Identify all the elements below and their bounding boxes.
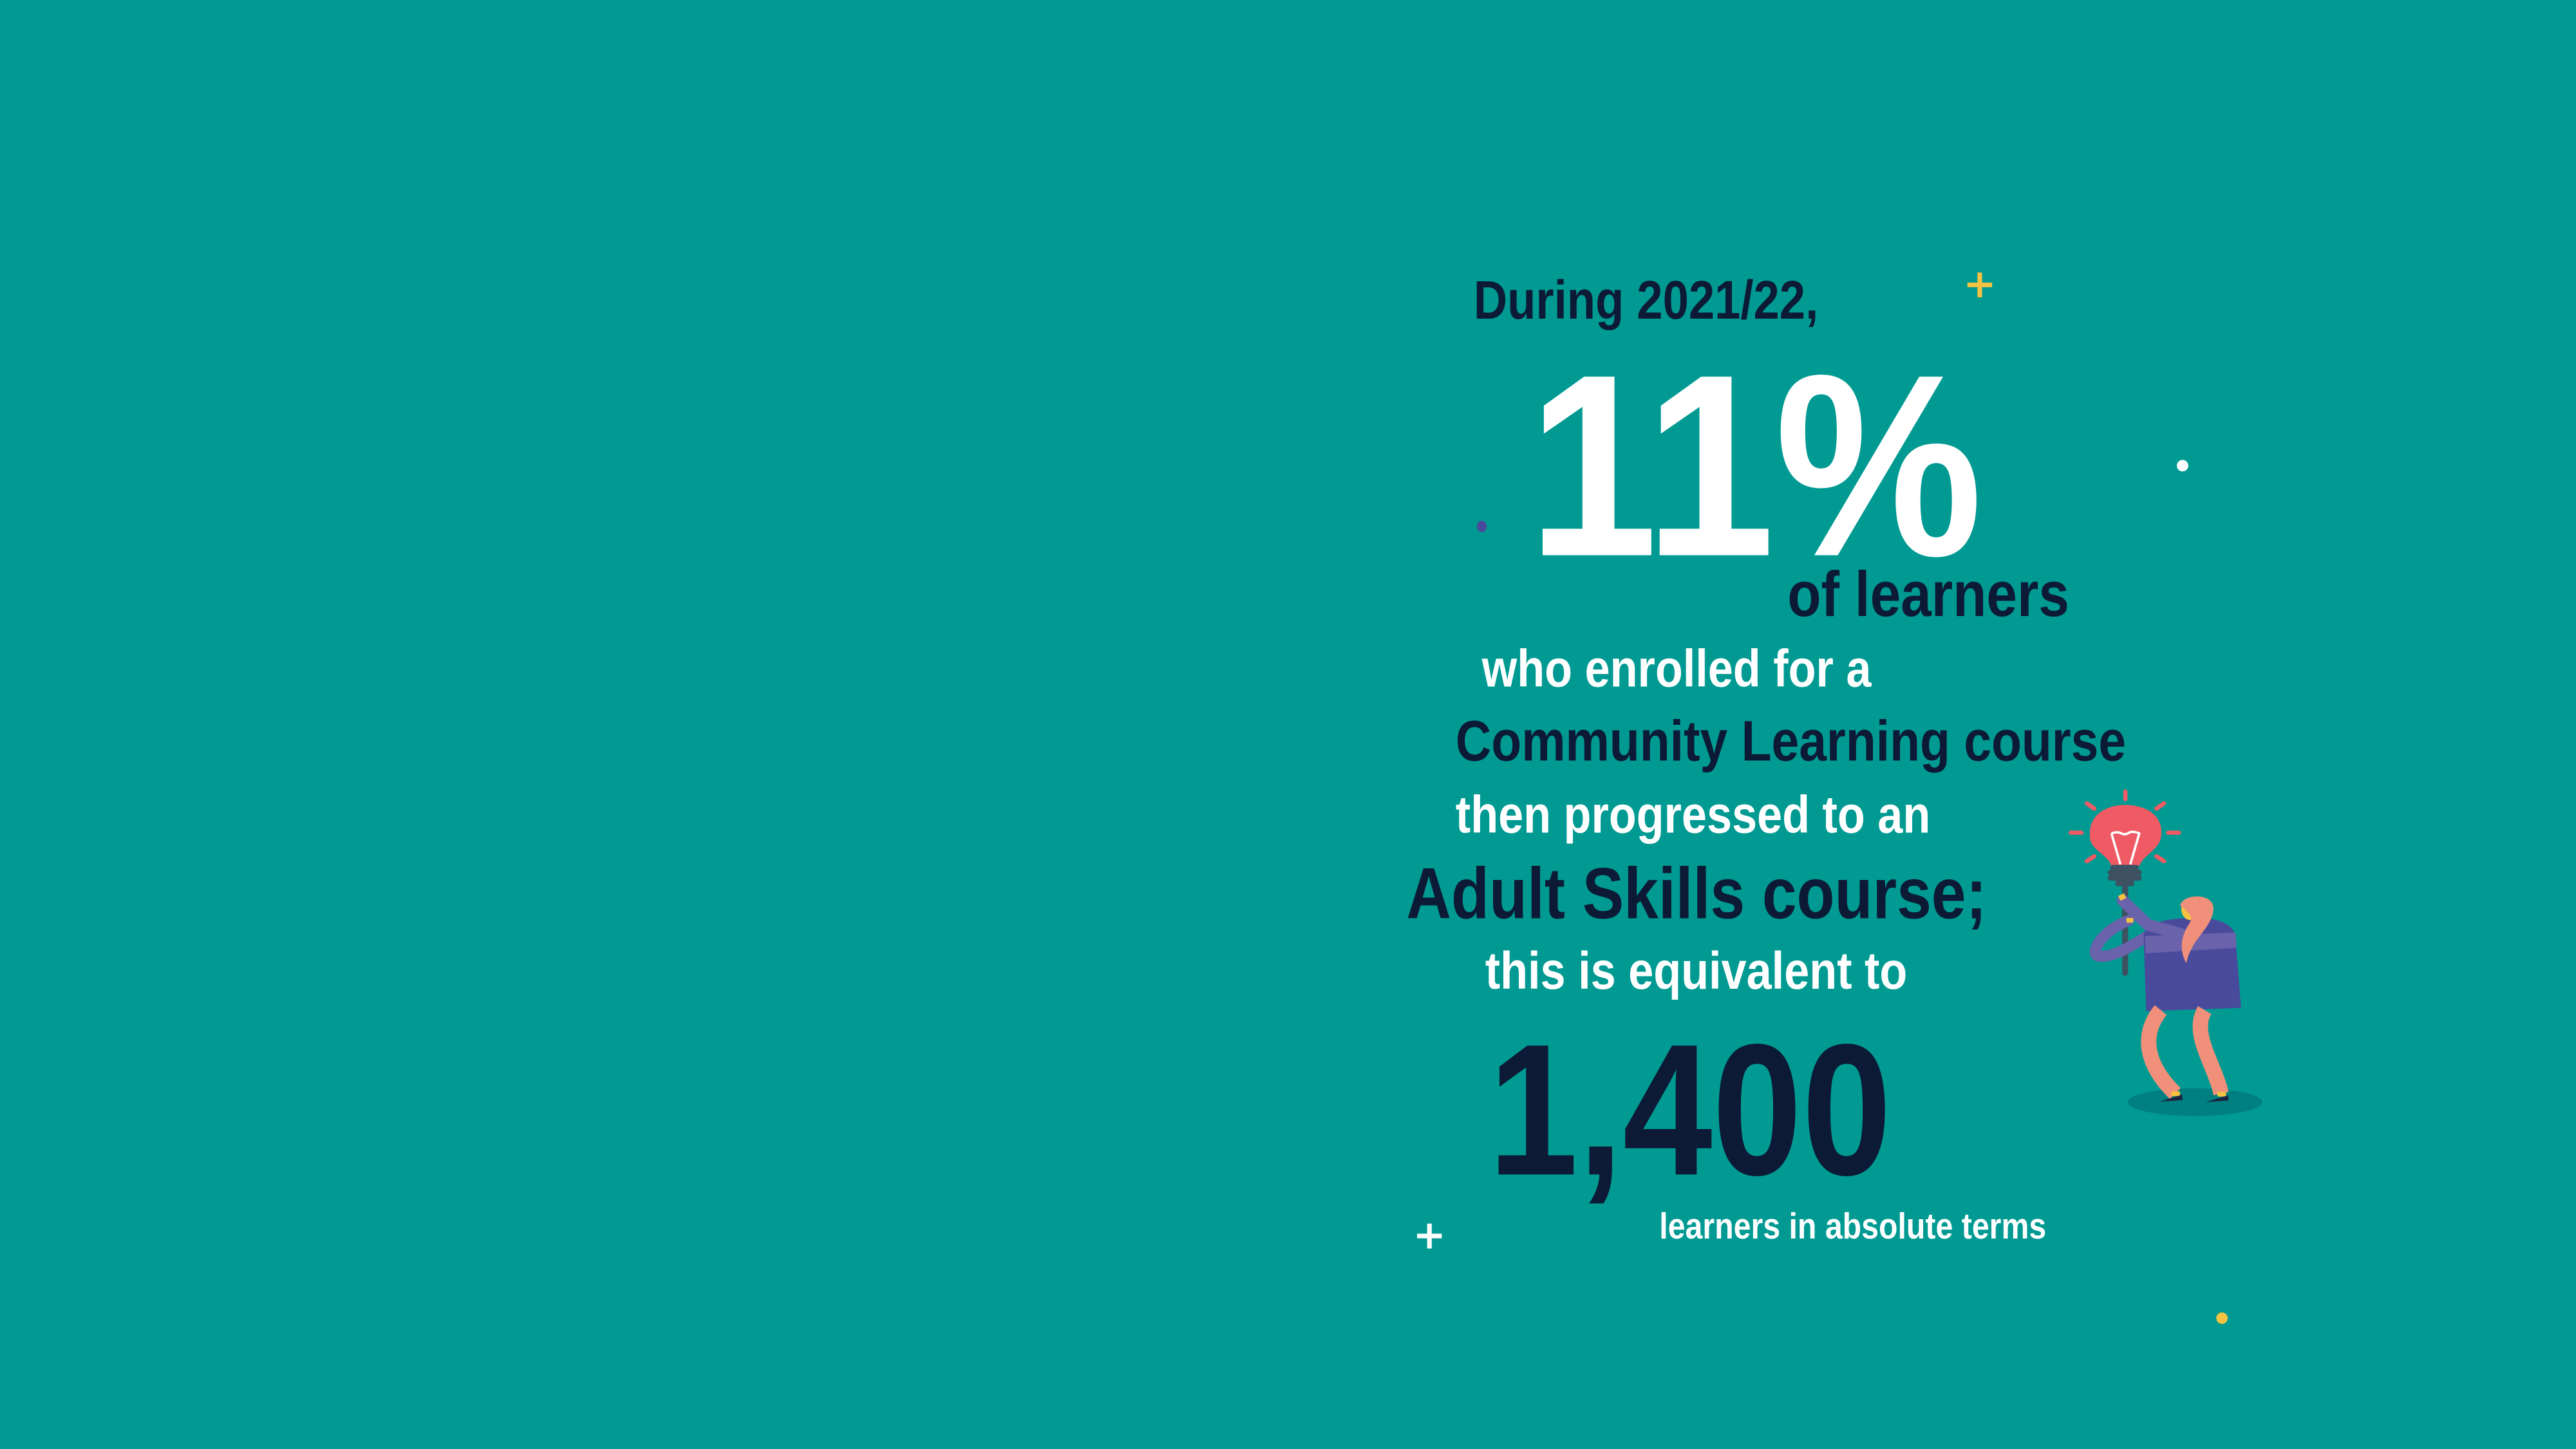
- filament: [2110, 830, 2141, 865]
- white-dot-icon: [2177, 460, 2188, 472]
- yellow-plus-icon: +: [1963, 261, 1997, 308]
- person-holding-lightbulb-icon: [2068, 789, 2263, 1116]
- hair: [2179, 896, 2214, 964]
- shadow: [2127, 1088, 2263, 1116]
- yellow-dot-icon: [2216, 1312, 2228, 1324]
- arm: [2116, 894, 2187, 940]
- white-plus-icon: +: [1413, 1212, 1446, 1258]
- percent-value: 11%: [1528, 322, 1983, 612]
- intro-text: During 2021/22,: [1473, 269, 1819, 330]
- light-rays: [2068, 789, 2181, 864]
- right-leg: [2192, 1005, 2229, 1096]
- count-value: 1,400: [1488, 1007, 1892, 1216]
- line-equivalent: this is equivalent to: [1485, 941, 1908, 1000]
- right-shoe: [2205, 1095, 2229, 1103]
- count-caption: learners in absolute terms: [1659, 1205, 2047, 1247]
- of-learners-text: of learners: [1787, 560, 2069, 631]
- left-shoe: [2159, 1094, 2183, 1102]
- line-adult-skills: Adult Skills course;: [1406, 854, 1987, 935]
- line-community-learning: Community Learning course: [1455, 709, 2127, 774]
- purple-dot-icon: [1476, 520, 1487, 532]
- line-progressed: then progressed to an: [1455, 785, 1931, 845]
- left-leg: [2141, 1005, 2181, 1099]
- line-enrolled: who enrolled for a: [1481, 639, 1872, 698]
